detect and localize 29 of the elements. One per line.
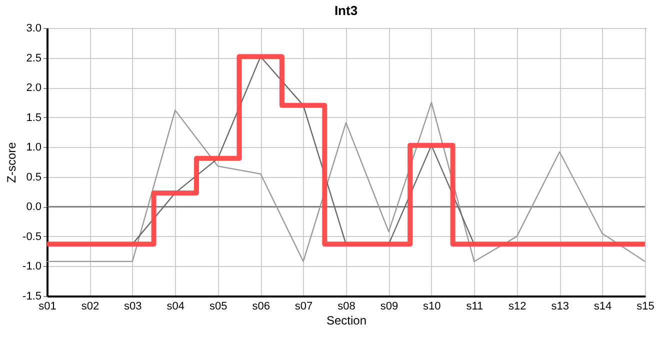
x-tick-label: s04 (166, 300, 185, 312)
y-tick-label: 1.0 (26, 142, 42, 154)
x-axis-title: Section (326, 314, 367, 328)
y-tick-label: -1.0 (22, 260, 42, 273)
y-tick-label: 1.5 (26, 112, 42, 124)
x-tick-label: s13 (551, 300, 569, 312)
y-tick-label: 2.0 (26, 82, 42, 94)
x-tick-label: s14 (594, 300, 612, 312)
x-tick-label: s11 (466, 300, 484, 312)
y-tick-label: -1.5 (22, 290, 42, 302)
y-tick-label: 3.0 (26, 22, 42, 34)
x-tick-label: s08 (338, 300, 356, 312)
x-tick-label: s03 (124, 300, 142, 312)
x-tick-label: s01 (38, 300, 56, 312)
x-tick-label: s09 (380, 300, 398, 312)
y-tick-label: 0.0 (26, 201, 42, 214)
y-axis-title: Z-score (4, 142, 19, 183)
y-tick-label: 0.5 (26, 171, 42, 184)
chart-title: Int3 (334, 3, 358, 18)
y-tick-label: -0.5 (22, 230, 42, 243)
y-tick-label: 2.5 (26, 52, 42, 64)
x-tick-label: s05 (209, 300, 228, 312)
x-tick-label: s02 (81, 300, 100, 312)
line-series (46, 102, 646, 262)
x-tick-label: s12 (508, 300, 526, 312)
x-tick-label: s07 (294, 300, 313, 312)
x-tick-label: s10 (423, 300, 441, 312)
x-tick-label: s06 (252, 300, 270, 312)
x-tick-label: s15 (636, 300, 654, 312)
